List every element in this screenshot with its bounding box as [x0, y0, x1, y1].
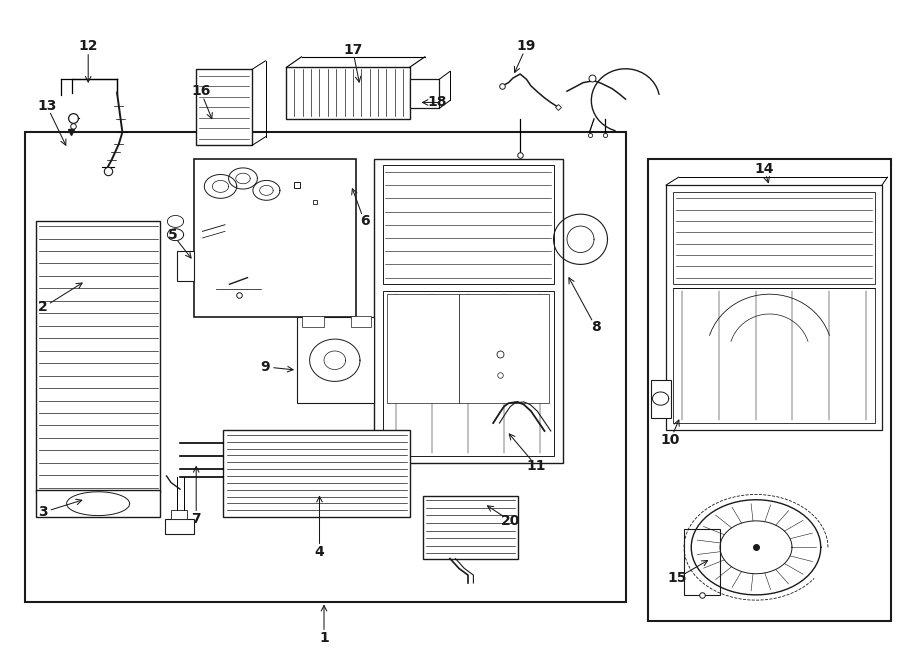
Text: 17: 17: [343, 43, 363, 58]
Polygon shape: [194, 159, 356, 317]
Polygon shape: [651, 380, 670, 418]
Polygon shape: [648, 159, 891, 621]
Text: 11: 11: [526, 459, 546, 473]
Polygon shape: [25, 132, 626, 602]
Polygon shape: [351, 316, 371, 327]
Polygon shape: [36, 221, 160, 492]
Text: 18: 18: [428, 95, 447, 110]
Polygon shape: [382, 291, 554, 456]
Polygon shape: [673, 192, 875, 284]
Text: 15: 15: [667, 571, 687, 586]
Polygon shape: [382, 165, 554, 284]
Text: 9: 9: [261, 360, 270, 374]
Text: 19: 19: [517, 39, 536, 54]
Polygon shape: [666, 185, 882, 430]
Polygon shape: [374, 159, 562, 463]
Polygon shape: [165, 519, 194, 534]
Polygon shape: [196, 69, 252, 145]
Text: 13: 13: [37, 98, 57, 113]
Polygon shape: [177, 251, 194, 281]
Polygon shape: [410, 79, 439, 108]
Text: 8: 8: [591, 320, 600, 334]
Text: 16: 16: [191, 84, 211, 98]
Polygon shape: [684, 529, 720, 595]
Text: 10: 10: [661, 432, 680, 447]
Polygon shape: [36, 490, 160, 517]
Polygon shape: [459, 294, 549, 403]
Text: 20: 20: [500, 514, 520, 528]
Text: 6: 6: [360, 214, 369, 229]
Text: 4: 4: [315, 545, 324, 559]
Polygon shape: [302, 316, 324, 327]
Polygon shape: [387, 294, 459, 403]
Polygon shape: [673, 288, 875, 423]
Text: 12: 12: [78, 39, 98, 54]
Text: 7: 7: [192, 512, 201, 526]
Polygon shape: [223, 430, 410, 517]
Text: 2: 2: [39, 300, 48, 315]
Polygon shape: [297, 317, 374, 403]
Text: 5: 5: [168, 227, 177, 242]
Polygon shape: [423, 496, 518, 559]
Text: 3: 3: [39, 505, 48, 520]
Text: 1: 1: [320, 631, 328, 645]
Polygon shape: [171, 510, 187, 519]
Text: 14: 14: [754, 161, 774, 176]
Polygon shape: [286, 67, 410, 119]
